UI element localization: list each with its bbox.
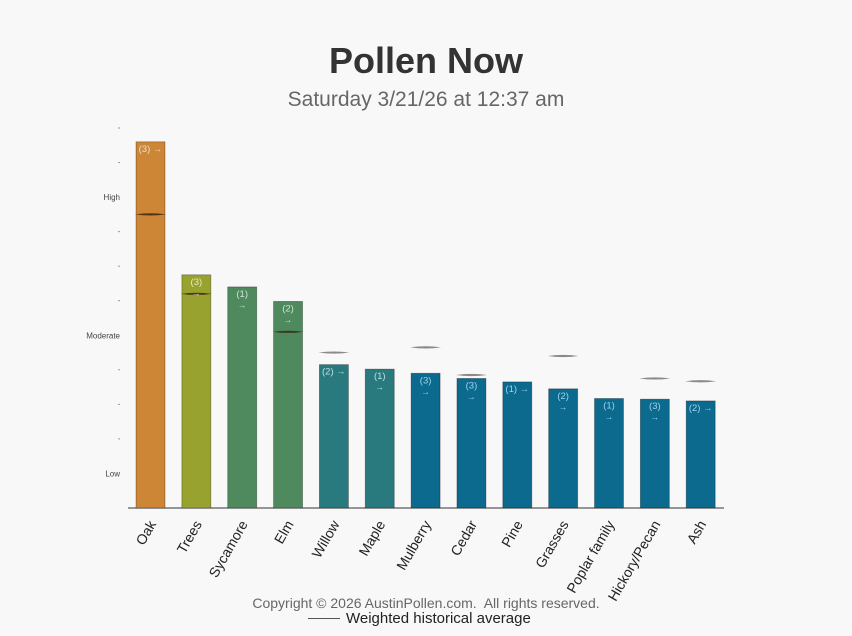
bar-sycamore[interactable] [227, 286, 258, 509]
bar-label-pine: (1) → [505, 384, 529, 395]
y-axis-label-moderate: Moderate [86, 331, 120, 340]
bar-hickory-pecan[interactable] [639, 398, 670, 509]
x-tick-label-oak: Oak [132, 517, 159, 548]
bar-label-willow: (2) → [322, 367, 346, 378]
bar-trees[interactable] [181, 274, 212, 509]
x-tick-label-ash: Ash [683, 518, 709, 547]
bar-label-count-hickory-pecan: (3) [649, 401, 661, 412]
bar-label-trend-elm: → [284, 314, 293, 324]
y-axis-label-high: High [104, 193, 120, 202]
x-tick-label-trees: Trees [173, 518, 204, 557]
bar-mulberry[interactable] [410, 372, 441, 509]
x-tick-label-willow: Willow [308, 517, 343, 561]
bar-label-count-maple: (1) [374, 371, 386, 382]
copyright-text: Copyright © 2026 AustinPollen.com. [252, 595, 477, 611]
bar-oak[interactable] [135, 141, 166, 509]
bar-willow[interactable] [318, 364, 349, 509]
historical-avg-marker-ash [685, 380, 717, 383]
bar-pine[interactable] [502, 381, 533, 509]
page-subtitle: Saturday 3/21/26 at 12:37 am [287, 88, 565, 111]
legend-label: Weighted historical average [346, 610, 531, 627]
x-tick-label-sycamore: Sycamore [205, 517, 250, 580]
x-tick-label-cedar: Cedar [447, 517, 480, 558]
footer-copyright: Copyright © 2026 AustinPollen.com. All r… [0, 595, 852, 611]
x-tick-label-grasses: Grasses [532, 518, 572, 571]
bar-cedar[interactable] [456, 378, 487, 509]
bar-label-trend-hickory-pecan: → [651, 412, 660, 422]
bar-label-count-elm: (2) [282, 303, 294, 314]
legend-line-icon [308, 618, 340, 619]
bar-poplar-family[interactable] [594, 398, 624, 509]
bar-label-count-cedar: (3) [466, 380, 478, 391]
bar-label-count-mulberry: (3) [420, 375, 432, 386]
bar-ash[interactable] [685, 400, 716, 509]
bar-label-trend-poplar-family: → [605, 411, 614, 421]
y-axis-label-low: Low [105, 469, 120, 478]
x-tick-label-elm: Elm [271, 518, 297, 547]
bar-grasses[interactable] [548, 388, 579, 509]
historical-avg-marker-elm [272, 330, 304, 333]
bar-label-count-trees: (3) [191, 277, 203, 288]
x-tick-label-pine: Pine [498, 517, 526, 549]
rights-text: All rights reserved. [483, 595, 600, 611]
bar-elm[interactable] [273, 301, 303, 509]
historical-avg-marker-oak [135, 213, 166, 216]
historical-avg-marker-hickory-pecan [639, 377, 671, 380]
bar-label-count-sycamore: (1) [236, 289, 248, 300]
x-tick-label-mulberry: Mulberry [393, 518, 434, 573]
x-tick-label-maple: Maple [355, 517, 388, 558]
historical-avg-marker-mulberry [410, 346, 442, 349]
bar-label-trend-grasses: → [559, 402, 568, 412]
bar-label-ash: (2) → [689, 403, 713, 414]
bar-label-count-poplar-family: (1) [603, 400, 615, 411]
bar-label-trend-cedar: → [467, 391, 476, 401]
chart-legend: Weighted historical average [308, 610, 531, 627]
bar-label-oak: (3) → [139, 144, 163, 155]
historical-avg-marker-cedar [455, 373, 487, 377]
bar-maple[interactable] [364, 368, 395, 509]
bar-label-trend-trees: → [192, 288, 201, 298]
historical-avg-marker-trees [180, 292, 212, 295]
bar-label-trend-maple: → [376, 382, 385, 392]
bar-label-count-grasses: (2) [557, 391, 569, 402]
historical-avg-marker-grasses [547, 354, 579, 358]
historical-avg-marker-willow [318, 351, 350, 354]
x-tick-label-poplar-family: Poplar family [563, 518, 617, 596]
bar-label-trend-mulberry: → [421, 386, 430, 396]
bar-label-trend-sycamore: → [238, 300, 247, 310]
page-title: Pollen Now [328, 40, 523, 81]
